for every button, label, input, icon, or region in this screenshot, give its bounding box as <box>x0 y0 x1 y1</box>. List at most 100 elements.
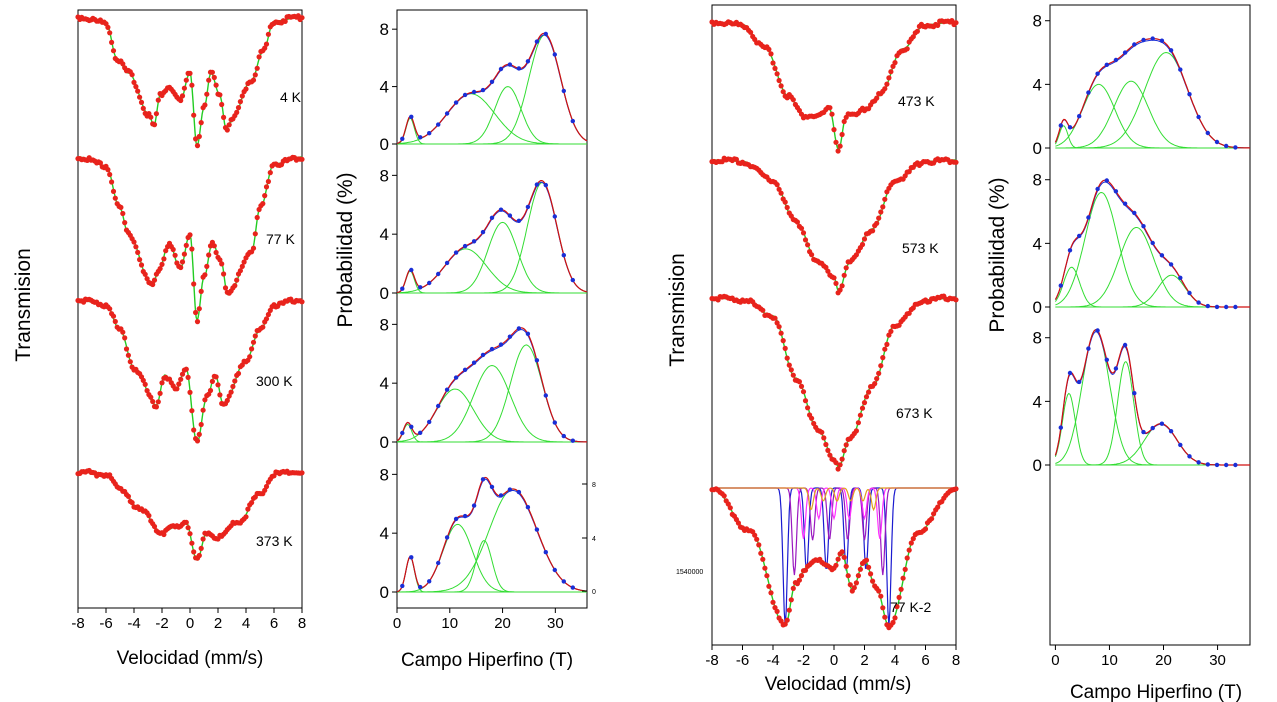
data-point <box>105 167 111 173</box>
distribution-point <box>1150 425 1155 431</box>
right-spectra-x-tick-label: 4 <box>891 652 899 669</box>
data-point <box>780 338 786 344</box>
data-point <box>878 209 884 215</box>
data-point <box>802 398 809 404</box>
distribution-point <box>1233 145 1238 150</box>
distribution-point <box>427 280 432 286</box>
total-fit-3 <box>396 476 588 593</box>
data-point <box>796 379 803 385</box>
data-point <box>876 215 882 221</box>
component-curve-0-3 <box>397 34 588 145</box>
right-distribution-frame <box>1049 4 1251 646</box>
data-point <box>798 573 805 579</box>
subspectrum-3 <box>712 487 956 512</box>
data-point <box>833 139 839 145</box>
right-spectra-xlabel: Velocidad (mm/s) <box>765 674 912 695</box>
distribution-point <box>1159 38 1165 43</box>
spectrum-label-573k: 573 K <box>902 240 939 256</box>
left-dist-x-tick-label: 0 <box>393 615 401 632</box>
data-point <box>800 230 807 236</box>
distribution-point <box>1178 67 1183 72</box>
distribution-point <box>552 420 557 425</box>
data-point <box>910 34 916 40</box>
data-point <box>906 547 912 553</box>
data-point <box>748 29 754 35</box>
distribution-point <box>471 239 477 244</box>
data-point <box>299 15 305 21</box>
distribution-point <box>1168 262 1174 267</box>
component-curve-0-3 <box>1055 51 1250 149</box>
data-point <box>125 352 131 358</box>
distribution-point <box>516 326 522 331</box>
data-point <box>135 249 141 255</box>
data-point <box>853 428 860 434</box>
data-point <box>125 493 131 499</box>
data-point <box>900 575 906 581</box>
data-point <box>142 271 148 277</box>
data-point <box>866 564 872 570</box>
data-point <box>150 398 156 405</box>
distribution-point <box>436 271 441 277</box>
data-point <box>839 549 845 555</box>
data-point <box>144 388 150 394</box>
data-point <box>768 51 774 57</box>
data-point <box>120 329 126 335</box>
distribution-point <box>1214 139 1220 145</box>
dist-ytick-label: 8 <box>1033 12 1042 31</box>
data-point <box>226 393 232 399</box>
data-point <box>841 272 847 278</box>
data-point <box>778 330 784 336</box>
data-point <box>234 109 240 115</box>
data-point <box>800 389 807 395</box>
fit-line-673-K <box>712 297 956 468</box>
left-distribution-xticks: 0 10 20 30 <box>393 608 564 632</box>
distribution-point <box>498 493 504 498</box>
distribution-point <box>561 433 566 439</box>
data-point <box>754 536 760 542</box>
data-point <box>151 122 158 128</box>
data-point <box>243 86 249 92</box>
total-fit-0 <box>1054 37 1250 149</box>
data-point <box>835 466 841 472</box>
data-point <box>784 617 790 623</box>
data-point <box>204 263 210 269</box>
data-point <box>752 532 758 538</box>
distribution-point <box>561 88 566 94</box>
data-point <box>157 390 163 396</box>
data-point <box>213 374 219 380</box>
distribution-point <box>400 136 405 141</box>
data-point <box>221 271 227 277</box>
distribution-point <box>1132 391 1137 396</box>
distribution-point <box>1205 303 1211 309</box>
left-spectra-x-tick-label: 4 <box>242 615 250 632</box>
data-point <box>107 30 113 36</box>
data-point <box>232 283 238 289</box>
right-spectra-xticks: -8 -6 -4 -2 0 2 4 6 8 <box>705 645 960 669</box>
data-point <box>953 20 959 26</box>
data-point <box>129 500 135 506</box>
data-point <box>202 272 208 278</box>
data-point <box>202 397 208 403</box>
data-point <box>263 41 270 47</box>
data-point <box>876 370 882 376</box>
data-point <box>97 160 103 166</box>
left-spectra-x-tick-label: -8 <box>71 615 84 632</box>
distribution-point <box>444 387 450 392</box>
data-point <box>721 493 727 499</box>
data-point <box>245 506 251 512</box>
spectrum-label-373k: 373 K <box>256 533 293 549</box>
data-point <box>772 315 778 321</box>
data-point <box>138 262 145 268</box>
data-point <box>904 555 910 561</box>
data-point <box>206 252 212 258</box>
right-dist-x-tick-label: 30 <box>1209 652 1226 669</box>
data-point <box>770 60 776 66</box>
data-point <box>894 604 900 610</box>
dist-ytick-label: 8 <box>380 20 389 39</box>
data-point <box>194 319 201 325</box>
data-point <box>127 359 133 365</box>
right-distribution-plot: 0 4 8 0 4 8 0 4 8 <box>1033 12 1250 475</box>
data-point <box>148 394 154 400</box>
component-curve-3-1 <box>397 523 587 593</box>
data-point <box>735 520 742 526</box>
